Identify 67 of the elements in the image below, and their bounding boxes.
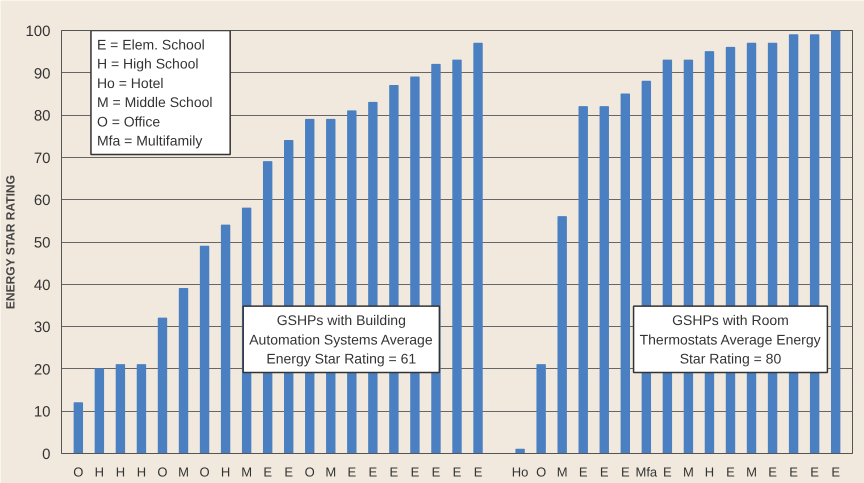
y-tick-label: 90 [34,65,51,82]
x-tick-label: H [94,464,104,480]
x-tick-label: E [347,464,356,480]
y-tick-label: 50 [34,234,51,252]
bar [536,364,546,454]
x-tick-label: E [620,464,630,480]
x-tick-label: E [726,464,736,480]
x-tick-label: M [682,464,694,480]
y-tick-label: 60 [34,192,51,210]
bar [116,364,126,454]
x-tick-label: M [178,464,189,480]
x-tick-label: M [556,464,568,480]
x-tick-label: O [304,464,315,480]
x-tick-label: E [452,464,462,480]
x-tick-label: M [325,464,336,480]
bar [158,318,168,454]
x-tick-label: E [263,464,272,480]
y-tick-label: 40 [34,276,51,294]
bar [557,216,567,454]
x-tick-label: E [474,464,483,480]
x-tick-label: E [810,464,820,480]
x-tick-label: H [220,464,230,480]
y-tick-label: 80 [34,108,51,125]
bar [136,364,146,454]
x-tick-label: O [199,464,210,480]
bar [830,30,840,454]
annotation: E = Elem. School H = High School Ho = Hotel M = Middle School O = Office Mfa = Multifamily [96,36,213,148]
bar [620,93,630,454]
y-tick-label: 10 [34,404,51,421]
x-tick-label: O [73,464,84,480]
y-tick-label: 100 [25,23,51,40]
x-tick-label: M [746,464,757,480]
x-tick-label: E [410,464,420,480]
y-tick-label: 0 [42,446,50,463]
x-tick-label: E [600,464,609,480]
x-tick-label: E [368,464,378,480]
bar [94,368,104,454]
x-tick-label: M [241,464,252,480]
bar [200,246,210,454]
x-tick-label: E [432,464,441,480]
bar [74,402,84,454]
x-tick-label: Mfa [636,464,658,480]
y-tick-label: 70 [34,150,51,167]
bar [600,106,609,454]
y-tick-label: 30 [34,319,51,336]
bar [220,224,230,454]
annotation: GSHPs with Room Thermostats Average Energy Star Rating = 80 [640,312,821,366]
bar [452,60,462,454]
x-tick-label: H [704,464,714,480]
annotation: GSHPs with Building Automation Systems Average Energy Star Rating = 61 [249,312,433,366]
bar [473,42,483,454]
x-tick-label: E [768,464,778,480]
y-tick-label: 20 [34,361,51,378]
y-axis-title: ENERGY STAR RATING [3,175,18,310]
bar [578,106,588,454]
x-tick-label: E [390,464,399,480]
x-tick-label: E [831,464,840,480]
x-tick-label: Ho [512,464,528,480]
x-tick-label: H [116,464,126,480]
x-tick-label: H [136,464,146,480]
x-tick-label: E [663,464,672,480]
x-tick-label: E [578,464,588,480]
bar [178,288,188,454]
x-tick-label: O [536,464,546,480]
x-tick-label: E [789,464,798,480]
x-tick-label: O [157,464,168,480]
x-tick-label: E [284,464,294,480]
